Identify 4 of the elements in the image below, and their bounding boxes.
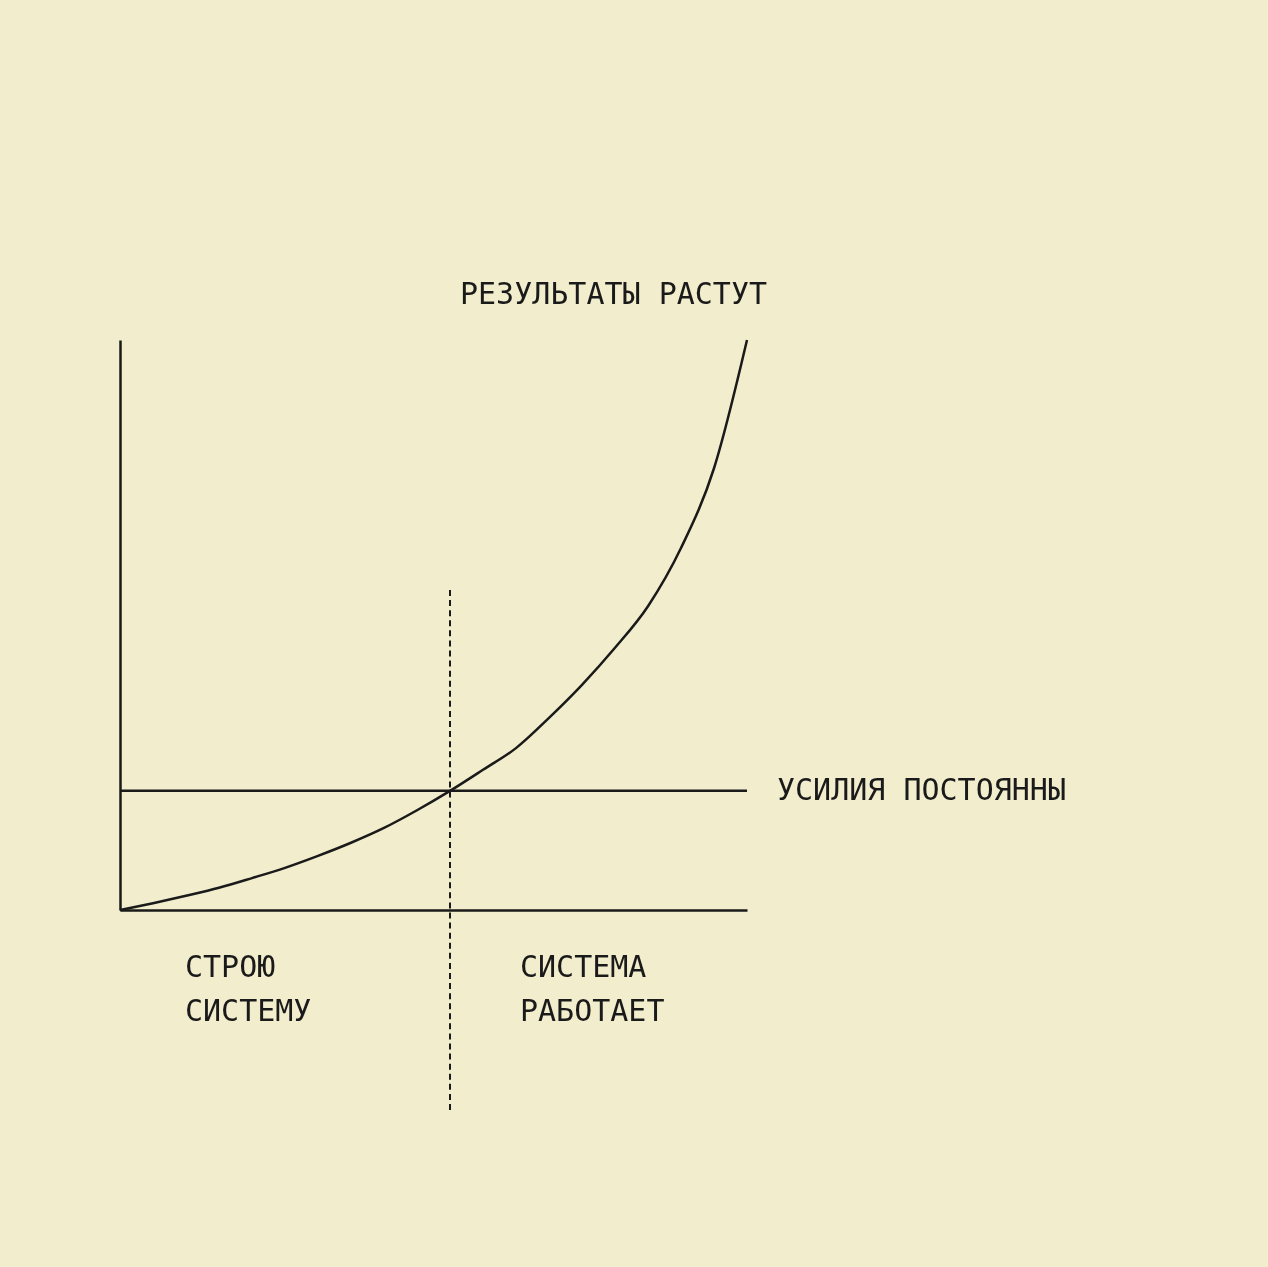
text: СИСТЕМА РАБОТАЕТ [520,948,666,1030]
series-label: УСИЛИЯ ПОСТОЯННЫ [777,771,1066,807]
text: СТРОЮ СИСТЕМУ [185,948,313,1030]
series-label: РЕЗУЛЬТАТЫ РАСТУТ [459,276,767,311]
